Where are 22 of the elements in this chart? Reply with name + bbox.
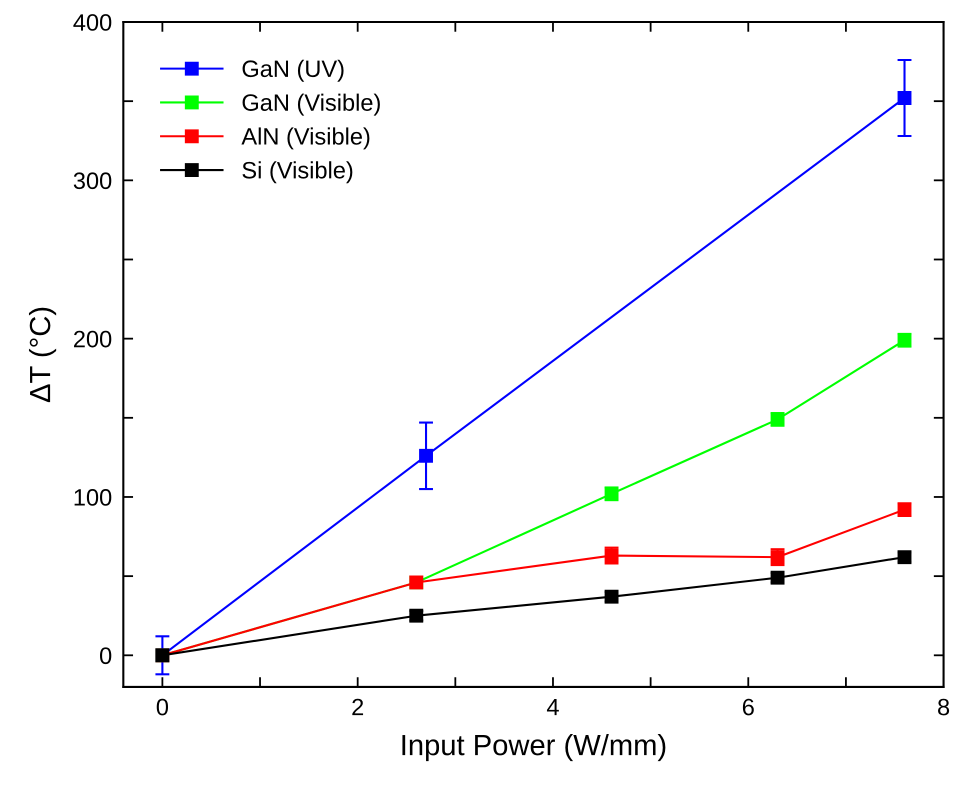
x-axis-title: Input Power (W/mm) xyxy=(402,734,666,762)
legend-label: GaN (Visible) xyxy=(242,94,380,116)
point xyxy=(898,550,912,564)
x-tick-label: 0 xyxy=(156,698,168,716)
x-tick-label: 6 xyxy=(742,698,754,716)
point xyxy=(898,91,912,105)
y-tick-label: 200 xyxy=(74,330,112,348)
y-tick-label: 0 xyxy=(100,647,112,664)
point xyxy=(604,590,619,604)
point xyxy=(419,448,433,463)
y-axis-title: ΔT (°C) xyxy=(28,308,56,402)
legend-label: AlN (Visible) xyxy=(241,127,370,150)
point xyxy=(409,608,424,623)
point xyxy=(770,570,785,585)
y-tick-label: 300 xyxy=(74,172,112,190)
x-tick-label: 4 xyxy=(546,698,559,716)
y-tick-label: 100 xyxy=(74,489,112,506)
x-tick-label: 8 xyxy=(938,698,950,716)
legend-label: Si (Visible) xyxy=(242,161,352,184)
x-tick-label: 2 xyxy=(352,698,364,716)
y-tick-label: 400 xyxy=(73,14,112,31)
legend-label: GaN (UV) xyxy=(242,60,344,82)
